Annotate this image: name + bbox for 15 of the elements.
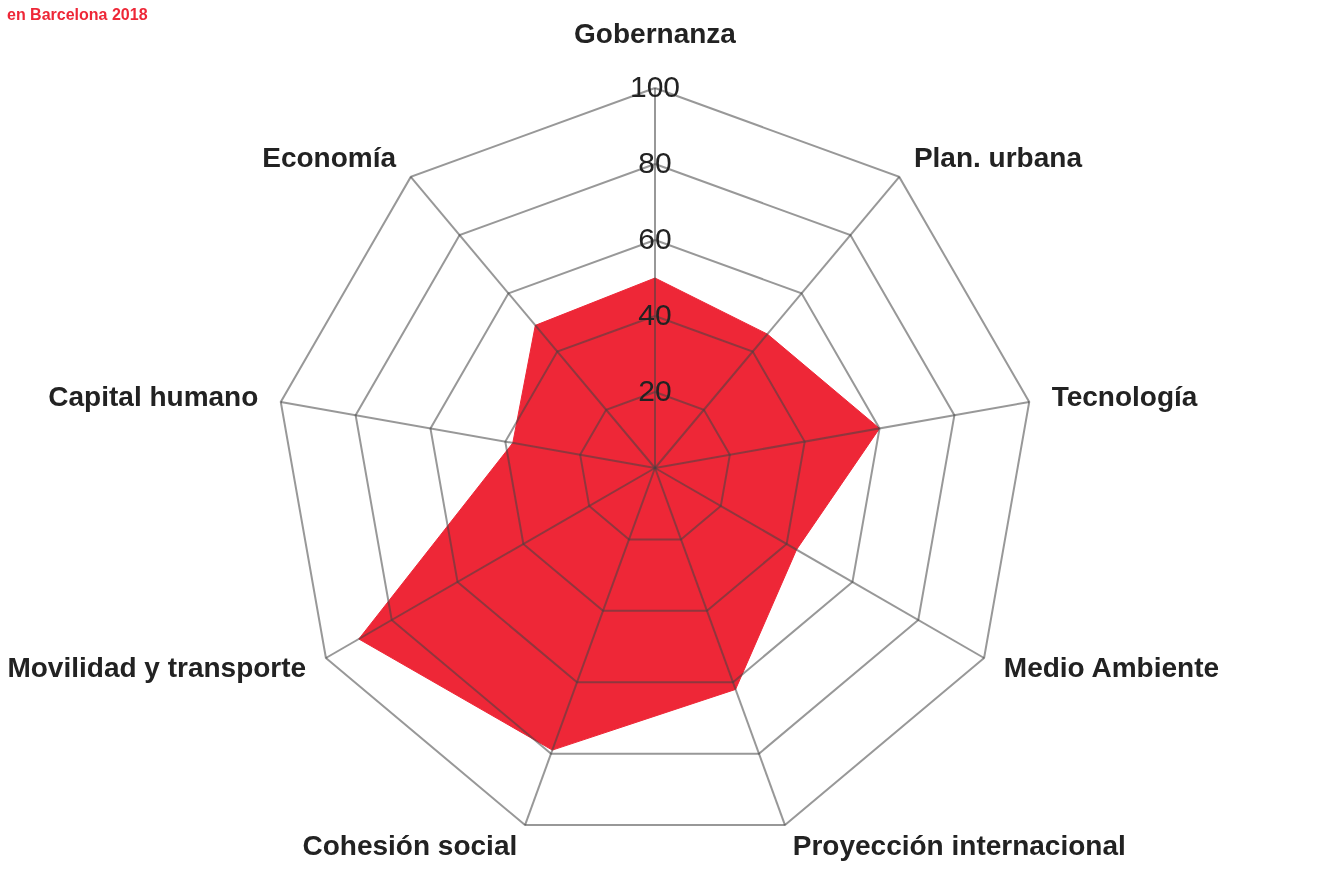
y-tick-label: 20 (638, 374, 672, 407)
spoke-label: Plan. urbana (913, 142, 1083, 174)
y-tick-label: 100 (629, 70, 681, 103)
spoke-label: Proyección internacional (792, 829, 1126, 861)
spoke-label: Medio Ambiente (1003, 652, 1220, 684)
spoke-label: Capital humano (48, 381, 259, 413)
y-tick-label: 80 (638, 146, 672, 179)
spoke-label: Gobernanza (574, 17, 737, 49)
spoke-label: Tecnología (1051, 381, 1198, 413)
spoke-label: Movilidad y transporte (7, 652, 307, 684)
spoke-label: Cohesión social (302, 829, 518, 861)
y-tick-label: 60 (638, 222, 672, 255)
chart-title: en Barcelona 2018 (7, 6, 148, 23)
y-tick-label: 40 (638, 298, 672, 331)
spoke-label: Economía (262, 142, 397, 174)
